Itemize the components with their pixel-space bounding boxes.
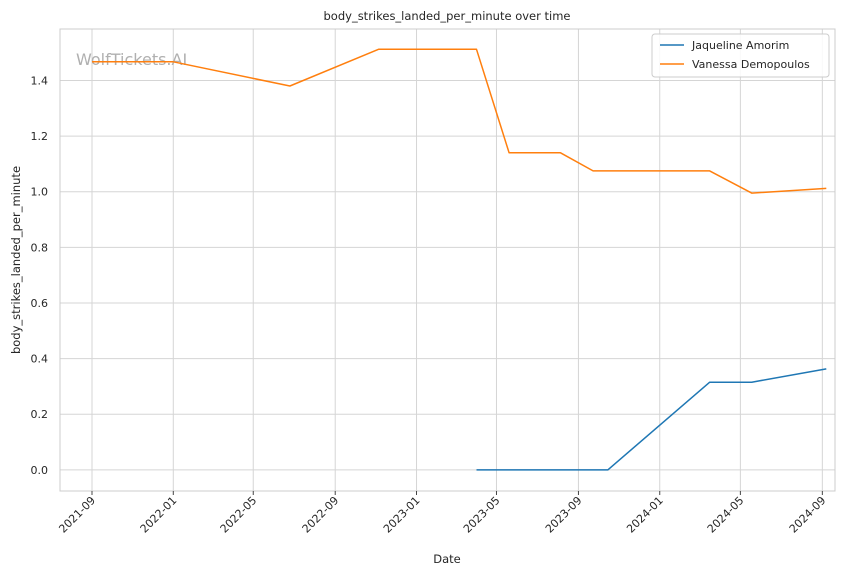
grid-lines [60, 29, 835, 491]
y-axis-title: body_strikes_landed_per_minute [9, 166, 23, 354]
y-tick-label: 0.2 [31, 408, 49, 421]
y-tick-label: 1.4 [31, 74, 49, 87]
series-line-jaqueline-amorim [476, 368, 827, 471]
y-tick-label: 0.0 [31, 464, 49, 477]
legend: Jaqueline Amorim Vanessa Demopoulos [651, 33, 830, 78]
legend-label-jaqueline-amorim: Jaqueline Amorim [691, 39, 789, 52]
series-line-vanessa-demopoulos [92, 48, 827, 194]
y-tick-label: 0.8 [31, 241, 49, 254]
y-tick-label: 0.4 [31, 353, 49, 366]
watermark: WolfTickets.AI [76, 50, 187, 69]
y-tick-label: 1.2 [31, 130, 49, 143]
legend-label-vanessa-demopoulos: Vanessa Demopoulos [692, 58, 810, 71]
series-lines [92, 48, 827, 471]
y-tick-label: 0.6 [31, 297, 49, 310]
legend-box [651, 33, 830, 78]
y-tick-label: 1.0 [31, 186, 49, 199]
x-axis-title: Date [433, 552, 461, 566]
y-axis-ticks: 0.0 0.2 0.4 0.6 0.8 1.0 1.2 1.4 [31, 74, 49, 476]
chart-title: body_strikes_landed_per_minute over time [324, 9, 571, 23]
plot-area-frame [59, 28, 836, 492]
